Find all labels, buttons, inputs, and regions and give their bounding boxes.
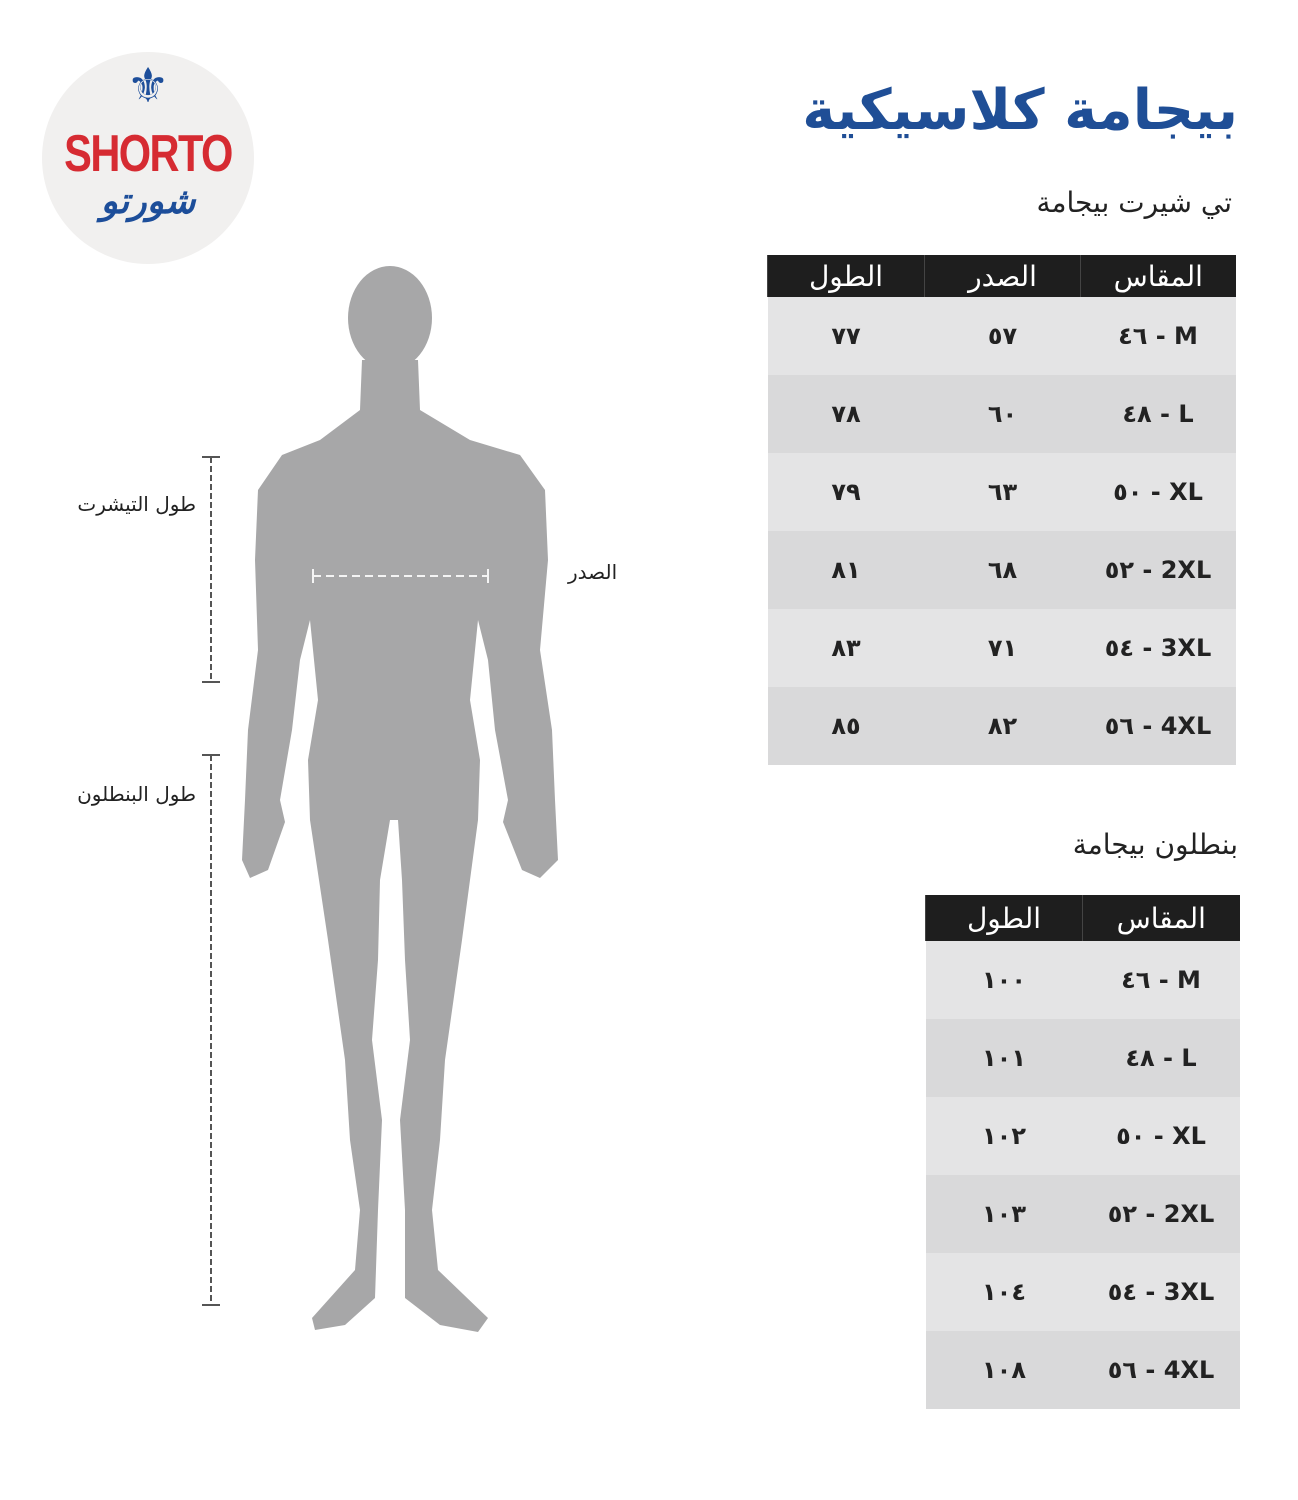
table-header: الطول الصدر المقاس: [767, 255, 1236, 297]
length-cell: ١٠٢: [925, 1097, 1083, 1175]
table-row: ٧٧ ٥٧ ٤٦ - M: [767, 297, 1236, 375]
header-size: المقاس: [1080, 255, 1236, 297]
table-row: ٨٥ ٨٢ ٥٦ - 4XL: [767, 687, 1236, 765]
chest-cell: ٨٢: [924, 687, 1081, 765]
pants-size-table: الطول المقاس ١٠٠ ٤٦ - M ١٠١ ٤٨ - L ١٠٢ ٥٠ - X…: [925, 895, 1240, 1409]
size-cell: ٥٤ - 3XL: [1082, 1253, 1240, 1331]
length-cell: ١٠٣: [925, 1175, 1083, 1253]
table-row: ٨٣ ٧١ ٥٤ - 3XL: [767, 609, 1236, 687]
size-cell: ٥٦ - 4XL: [1082, 1331, 1240, 1409]
table-row: ١٠٨ ٥٦ - 4XL: [925, 1331, 1240, 1409]
chest-cell: ٧١: [924, 609, 1081, 687]
page-title: بيجامة كلاسيكية: [802, 78, 1238, 143]
body-silhouette: [202, 266, 558, 1332]
header-length: الطول: [925, 895, 1083, 941]
chest-cell: ٦٨: [924, 531, 1081, 609]
table-row: ١٠٤ ٥٤ - 3XL: [925, 1253, 1240, 1331]
size-cell: ٥٤ - 3XL: [1080, 609, 1236, 687]
chest-label: الصدر: [568, 560, 618, 584]
table-row: ١٠٢ ٥٠ - XL: [925, 1097, 1240, 1175]
chest-cell: ٥٧: [924, 297, 1081, 375]
header-size: المقاس: [1082, 895, 1240, 941]
length-cell: ٨٥: [767, 687, 925, 765]
length-cell: ١٠٤: [925, 1253, 1083, 1331]
chest-cell: ٦٠: [924, 375, 1081, 453]
size-cell: ٥٠ - XL: [1080, 453, 1236, 531]
length-cell: ٨١: [767, 531, 925, 609]
table-row: ٧٨ ٦٠ ٤٨ - L: [767, 375, 1236, 453]
size-cell: ٥٠ - XL: [1082, 1097, 1240, 1175]
table-row: ٧٩ ٦٣ ٥٠ - XL: [767, 453, 1236, 531]
logo-text-en: SHORTO: [64, 125, 233, 183]
size-cell: ٥٦ - 4XL: [1080, 687, 1236, 765]
brand-logo: ⚜ SHORTO شورتو: [42, 52, 254, 264]
shirt-subtitle: تي شيرت بيجامة: [1036, 186, 1232, 219]
length-cell: ٨٣: [767, 609, 925, 687]
size-cell: ٤٦ - M: [1082, 941, 1240, 1019]
header-length: الطول: [767, 255, 925, 297]
table-row: ١٠٠ ٤٦ - M: [925, 941, 1240, 1019]
shirt-length-label: طول التيشرت: [77, 492, 196, 516]
shirt-length-bracket: [202, 456, 220, 683]
size-cell: ٥٢ - 2XL: [1082, 1175, 1240, 1253]
table-row: ١٠١ ٤٨ - L: [925, 1019, 1240, 1097]
size-cell: ٤٦ - M: [1080, 297, 1236, 375]
table-header: الطول المقاس: [925, 895, 1240, 941]
length-cell: ١٠٨: [925, 1331, 1083, 1409]
logo-text-ar: شورتو: [100, 180, 196, 222]
length-cell: ١٠١: [925, 1019, 1083, 1097]
header-chest: الصدر: [924, 255, 1081, 297]
size-cell: ٤٨ - L: [1082, 1019, 1240, 1097]
pants-subtitle: بنطلون بيجامة: [1072, 828, 1238, 861]
pants-length-bracket: [202, 754, 220, 1306]
human-figure-icon: [242, 266, 558, 1332]
size-cell: ٥٢ - 2XL: [1080, 531, 1236, 609]
table-row: ٨١ ٦٨ ٥٢ - 2XL: [767, 531, 1236, 609]
size-cell: ٤٨ - L: [1080, 375, 1236, 453]
length-cell: ٧٧: [767, 297, 925, 375]
fleur-de-lis-icon: ⚜: [126, 58, 170, 114]
length-cell: ٧٩: [767, 453, 925, 531]
length-cell: ١٠٠: [925, 941, 1083, 1019]
table-row: ١٠٣ ٥٢ - 2XL: [925, 1175, 1240, 1253]
chest-cell: ٦٣: [924, 453, 1081, 531]
pants-length-label: طول البنطلون: [77, 782, 196, 806]
length-cell: ٧٨: [767, 375, 925, 453]
